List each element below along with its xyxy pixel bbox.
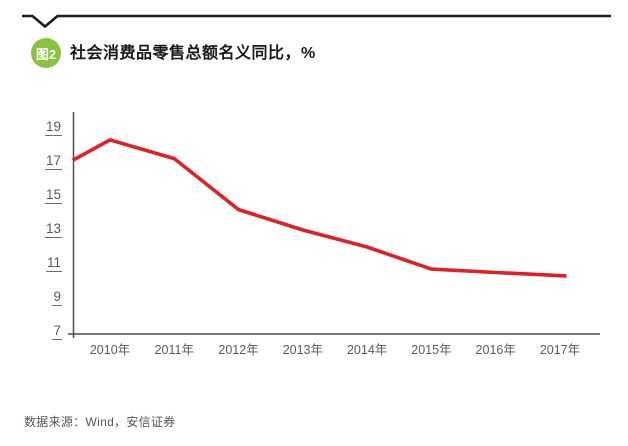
y-axis-label: 13 (44, 221, 62, 238)
x-axis-label: 2012年 (218, 343, 259, 357)
x-axis-label: 2016年 (475, 343, 516, 357)
x-axis-label: 2014年 (346, 343, 388, 357)
page-title: 社会消费品零售总额名义同比，% (70, 45, 316, 62)
y-axis-label: 9 (52, 289, 62, 306)
y-axis-label: 15 (44, 187, 62, 204)
y-axis-label: 17 (44, 153, 62, 170)
series-line (71, 138, 567, 278)
x-axis-label: 2011年 (154, 343, 194, 357)
figure-number-label: 图2 (35, 46, 57, 62)
x-axis-label: 2015年 (411, 343, 452, 357)
y-axis-label: 7 (52, 323, 62, 340)
y-axis-label: 19 (44, 119, 62, 136)
data-source: 数据来源：Wind，安信证券 (24, 415, 176, 429)
x-axis-label: 2013年 (282, 343, 323, 357)
x-axis-label: 2010年 (89, 343, 131, 357)
top-rule-notch (22, 14, 611, 29)
x-axis-label: 2017年 (539, 343, 581, 357)
y-axis-label: 11 (45, 255, 62, 272)
figure-number-badge: 图2 (31, 38, 61, 68)
